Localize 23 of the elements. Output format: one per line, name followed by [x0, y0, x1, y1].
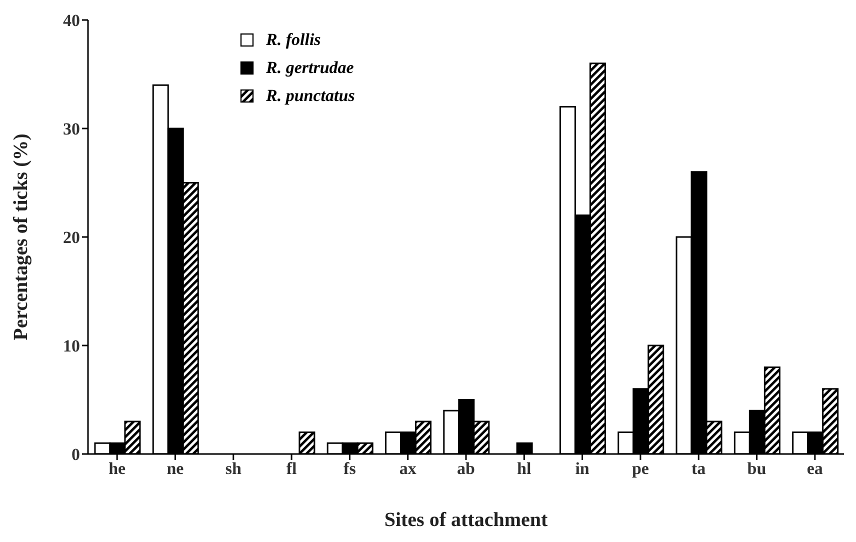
y-tick-label: 0: [72, 445, 80, 464]
y-tick-label: 10: [63, 336, 80, 356]
x-tick-label: fl: [286, 459, 298, 478]
x-tick-label: in: [575, 459, 590, 478]
y-tick-label: 30: [63, 120, 80, 139]
x-tick-label: hl: [517, 459, 532, 478]
x-tick-label: ta: [692, 459, 706, 478]
x-tick-label: ab: [457, 459, 475, 478]
x-tick-label: ne: [166, 459, 184, 478]
y-axis-title: Percentages of ticks (%): [10, 134, 32, 340]
x-tick-label: bu: [747, 459, 766, 478]
x-tick-label: fs: [344, 459, 356, 478]
x-tick-label: sh: [225, 459, 242, 478]
legend-label: R. punctatus: [266, 86, 355, 106]
y-tick-label: 20: [63, 228, 80, 248]
x-tick-label: ax: [399, 459, 417, 478]
legend-label: R. gertrudae: [266, 58, 354, 78]
x-tick-label: pe: [632, 459, 650, 478]
legend-label: R. follis: [266, 30, 321, 50]
x-tick-label: ea: [806, 459, 824, 478]
x-tick-label: he: [108, 459, 126, 478]
x-axis-title: Sites of attachment: [384, 509, 548, 531]
y-tick-label: 40: [63, 11, 80, 30]
